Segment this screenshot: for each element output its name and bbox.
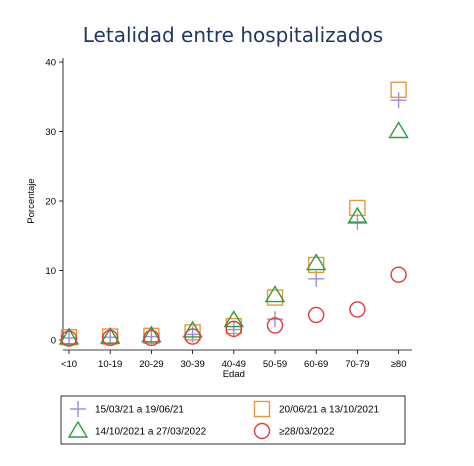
y-tick-label: 0: [51, 336, 56, 347]
data-marks: [58, 81, 409, 347]
x-tick-label: 20-29: [139, 359, 163, 370]
data-point-circle: [60, 330, 78, 347]
data-point-triangle: [141, 325, 162, 343]
data-point-triangle: [305, 253, 327, 271]
data-point-square: [349, 199, 366, 217]
series-4: [60, 266, 407, 347]
data-point-square: [308, 256, 325, 274]
x-tick-label: 10-19: [98, 359, 122, 370]
data-point-triangle: [264, 285, 286, 303]
data-point-triangle: [58, 327, 80, 345]
legend-label: 14/10/2021 a 27/03/2022: [95, 427, 207, 438]
data-point-plus: [308, 270, 325, 287]
legend-entry: ≥28/03/2022: [253, 422, 335, 440]
data-point-circle: [143, 329, 160, 347]
x-tick-label: ≥80: [391, 359, 407, 370]
data-point-circle: [390, 266, 407, 283]
data-point-square: [184, 324, 201, 341]
legend-box: [60, 395, 406, 445]
data-point-plus: [390, 92, 407, 109]
y-tick-label: 30: [45, 127, 56, 138]
data-point-circle: [101, 329, 119, 347]
chart-title: Letalidad entre hospitalizados: [83, 23, 383, 47]
y-axis-label: Porcentaje: [26, 178, 37, 223]
data-point-plus: [225, 321, 242, 338]
legend-label: ≥28/03/2022: [279, 427, 335, 438]
x-tick-label: 40-49: [222, 359, 246, 370]
x-tick-label: <10: [61, 359, 77, 370]
y-tick-label: 40: [45, 58, 56, 69]
legend-marker-triangle: [67, 420, 89, 438]
series-1: [61, 92, 407, 346]
legend-marker-plus: [70, 401, 86, 417]
data-point-square: [266, 289, 284, 306]
legend: 15/03/21 a 19/06/21 20/06/21 a 13/10/2021…: [60, 395, 406, 445]
data-point-plus: [267, 311, 283, 328]
x-axis-label: Edad: [223, 369, 245, 380]
data-point-circle: [225, 320, 243, 338]
data-point-circle: [184, 328, 201, 345]
legend-label: 15/03/21 a 19/06/21: [95, 405, 184, 416]
x-tick-label: 50-59: [263, 359, 287, 370]
data-point-triangle: [223, 310, 245, 328]
legend-marker-square: [253, 400, 271, 418]
series-3: [58, 121, 409, 345]
axes: 0 10 20 30 40 <10 10-19 20-29 30-39 40-49 50-59 60-…: [45, 58, 412, 370]
data-point-circle: [266, 317, 284, 334]
legend-label: 20/06/21 a 13/10/2021: [279, 405, 380, 416]
y-tick-label: 20: [45, 197, 56, 208]
x-tick-label: 60-69: [304, 359, 328, 370]
legend-marker-circle: [253, 422, 271, 440]
y-tick-label: 10: [45, 266, 56, 277]
x-tick-label: 70-79: [345, 359, 369, 370]
data-point-triangle: [99, 326, 121, 344]
data-point-triangle: [347, 206, 368, 224]
data-point-triangle: [182, 320, 203, 338]
x-tick-label: 30-39: [180, 359, 204, 370]
legend-entry: 15/03/21 a 19/06/21: [70, 401, 184, 417]
legend-entry: 20/06/21 a 13/10/2021: [253, 400, 380, 418]
data-point-circle: [349, 301, 366, 318]
data-point-triangle: [388, 121, 409, 139]
data-point-plus: [349, 213, 366, 230]
data-point-square: [390, 81, 407, 99]
legend-entry: 14/10/2021 a 27/03/2022: [67, 420, 207, 438]
data-point-circle: [308, 306, 325, 324]
